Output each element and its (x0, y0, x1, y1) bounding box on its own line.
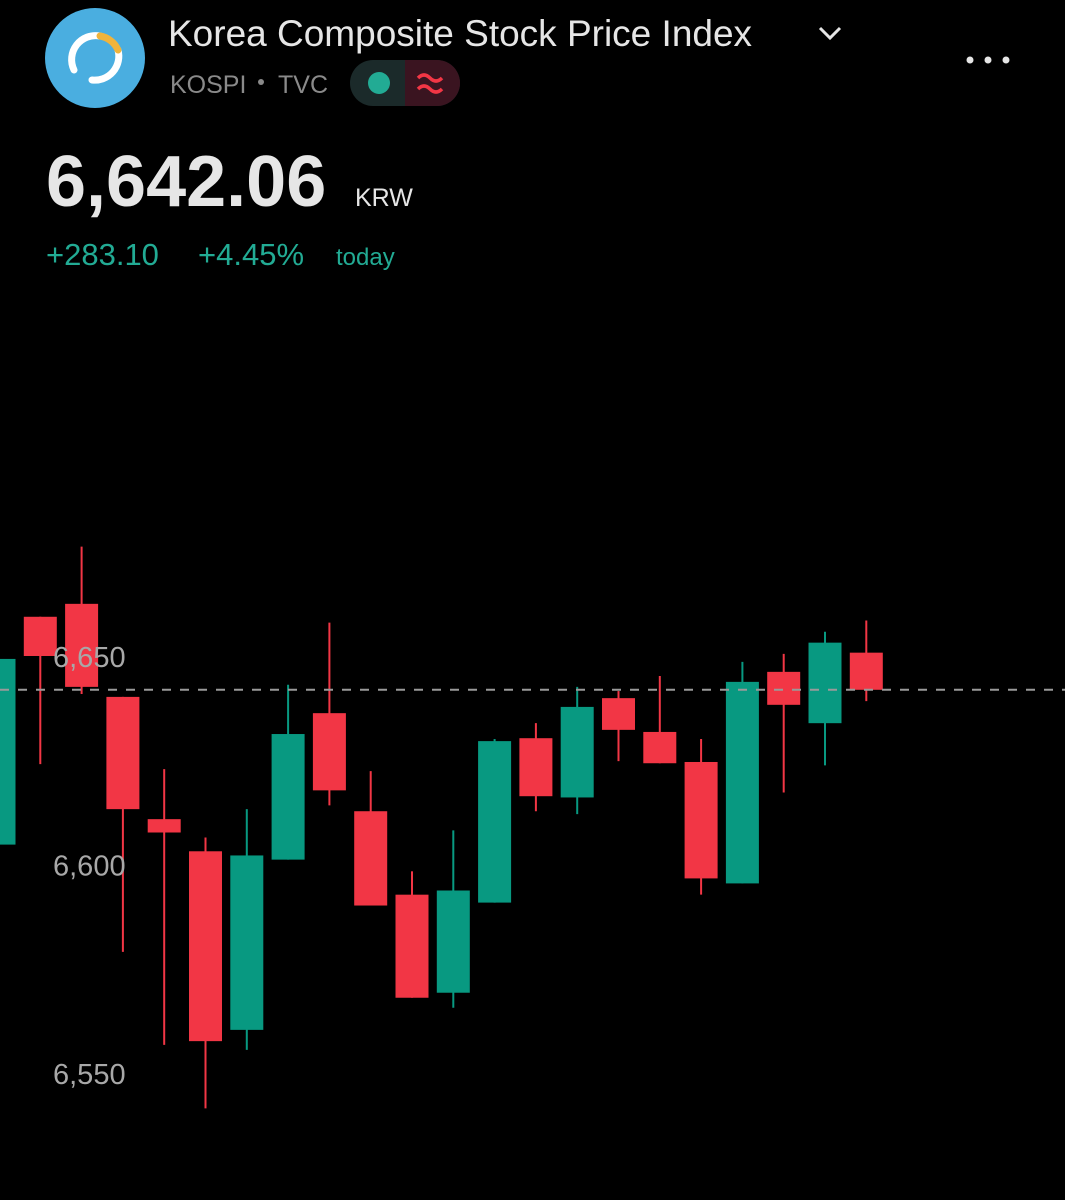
candle-body (478, 741, 512, 903)
y-tick-label: 6,650 (53, 642, 126, 674)
logo-arc (68, 32, 104, 74)
candle-body (436, 890, 470, 993)
logo-arc (88, 46, 123, 84)
candle-body (106, 696, 140, 810)
candle-body (808, 642, 842, 724)
symbol-title[interactable]: Korea Composite Stock Price Index (168, 13, 753, 54)
exchange: TVC (278, 71, 328, 99)
candle-body (684, 761, 718, 879)
candle-body (65, 603, 99, 687)
candle-body (849, 652, 883, 690)
y-tick-label: 6,600 (53, 850, 126, 882)
more-menu[interactable] (966, 56, 1010, 64)
currency: KRW (355, 184, 413, 212)
price: 6,642.06 (46, 142, 326, 222)
logo-circle (45, 8, 145, 108)
candle-body (312, 713, 346, 791)
badge-bg (405, 60, 425, 106)
menu-dot (966, 56, 974, 64)
candle-body (395, 894, 429, 998)
delayed-icon (416, 73, 444, 94)
candle-body (354, 811, 388, 906)
candlestick-chart: 6,550 6,600 6,650 (0, 546, 1065, 1109)
menu-dot (984, 56, 992, 64)
change-percent: +4.45% (198, 237, 304, 272)
candle-body (643, 731, 677, 764)
logo-arc (96, 32, 122, 54)
candle-body (271, 734, 305, 860)
status-badge[interactable] (350, 60, 460, 106)
candle-body (23, 616, 57, 656)
candle-body (189, 851, 222, 1042)
candle-body (725, 681, 759, 884)
candle-body (560, 706, 594, 798)
candle-body (147, 819, 181, 833)
symbol-ticker: KOSPI (170, 71, 246, 99)
candle-body (767, 671, 801, 705)
y-tick-label: 6,550 (53, 1059, 126, 1091)
change: +283.10 (46, 237, 159, 272)
separator-dot (258, 79, 264, 85)
candle-body (602, 698, 635, 730)
dropdown-chevron[interactable] (818, 26, 842, 41)
candle-body (230, 855, 264, 1030)
menu-dot (1002, 56, 1010, 64)
logo (45, 8, 145, 108)
candle-body (519, 738, 553, 797)
market-open-dot (368, 72, 390, 94)
candle-body (0, 658, 16, 845)
change-period: today (336, 244, 395, 271)
